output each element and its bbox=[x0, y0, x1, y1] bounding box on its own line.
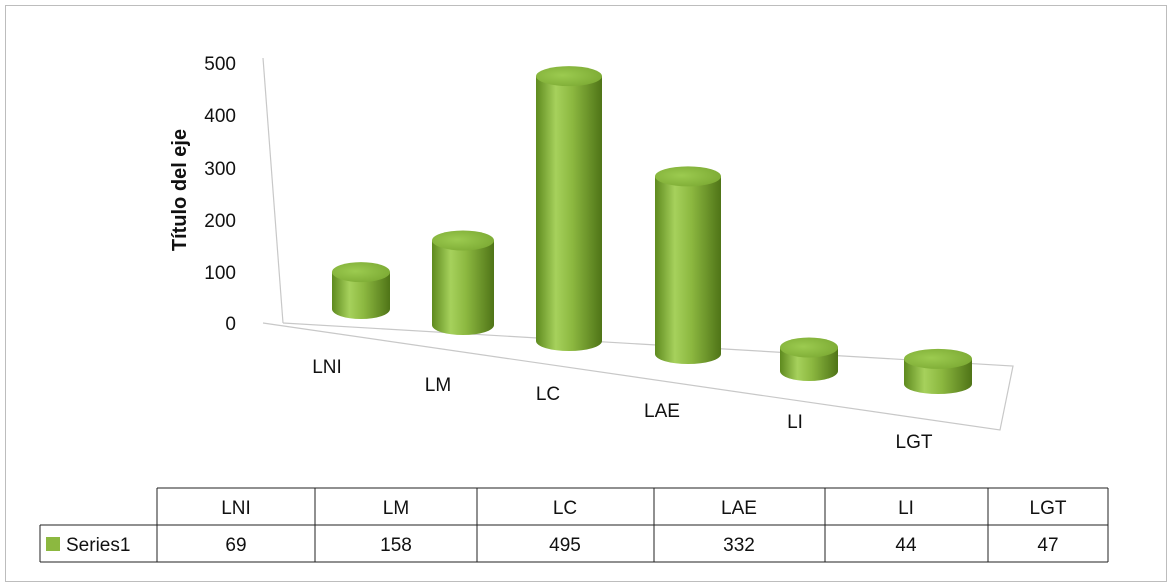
y-axis-line bbox=[262, 57, 284, 324]
y-axis-title: Título del eje bbox=[169, 129, 191, 251]
y-tick-label-3: 300 bbox=[204, 159, 236, 180]
y-tick-label-2: 200 bbox=[204, 211, 236, 232]
category-label-1: LM bbox=[425, 375, 451, 396]
table-value-1: 158 bbox=[380, 535, 412, 556]
series-name: Series1 bbox=[66, 535, 130, 556]
category-label-2: LC bbox=[536, 384, 560, 405]
table-value-3: 332 bbox=[723, 535, 755, 556]
y-tick-label-4: 400 bbox=[204, 106, 236, 127]
table-header-5: LGT bbox=[1030, 498, 1067, 519]
y-tick-labels: 0 100 200 300 400 500 bbox=[204, 54, 236, 335]
bar-LGT bbox=[904, 358, 972, 394]
category-label-5: LGT bbox=[896, 432, 933, 453]
table-header-0: LNI bbox=[221, 498, 251, 519]
table-grid bbox=[39, 487, 1109, 563]
bar-cap-LGT bbox=[904, 348, 972, 369]
bar-LC bbox=[536, 76, 602, 352]
table-header-4: LI bbox=[898, 498, 914, 519]
table-value-2: 495 bbox=[549, 535, 581, 556]
bar-cap-LAE bbox=[655, 166, 721, 187]
category-label-0: LNI bbox=[312, 357, 342, 378]
table-value-0: 69 bbox=[225, 535, 246, 556]
category-labels: LNI LM LC LAE LI LGT bbox=[312, 357, 933, 453]
table-header-1: LM bbox=[383, 498, 409, 519]
bars bbox=[332, 66, 972, 394]
y-tick-label-1: 100 bbox=[204, 263, 236, 284]
legend-swatch bbox=[46, 537, 60, 551]
table-header-3: LAE bbox=[721, 498, 757, 519]
table-value-4: 44 bbox=[895, 535, 917, 556]
data-table: Series1 LNI LM LC LAE LI LGT 69 158 495 … bbox=[39, 487, 1109, 563]
bar-cap-LM bbox=[432, 230, 494, 251]
y-tick-label-5: 500 bbox=[204, 54, 236, 75]
y-tick-label-0: 0 bbox=[225, 314, 236, 335]
bar-LAE bbox=[655, 176, 721, 364]
floor-plane bbox=[262, 322, 1014, 431]
table-header-2: LC bbox=[553, 498, 577, 519]
bar-cap-LI bbox=[780, 337, 838, 358]
category-label-4: LI bbox=[787, 412, 803, 433]
table-value-5: 47 bbox=[1037, 535, 1058, 556]
bar-LNI bbox=[332, 272, 390, 319]
bar-cap-LC bbox=[536, 66, 602, 87]
bar-LM bbox=[432, 240, 494, 335]
bar-cap-LNI bbox=[332, 262, 390, 283]
category-label-3: LAE bbox=[644, 401, 680, 422]
